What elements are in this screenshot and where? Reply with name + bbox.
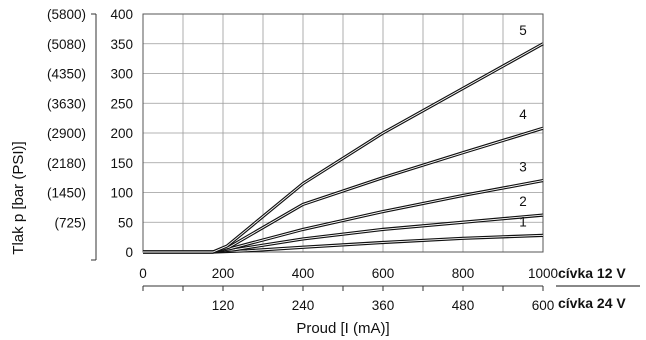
y-tick-label: 300: [110, 67, 133, 82]
psi-tick-label: (3630): [47, 96, 86, 111]
psi-tick-label: (2180): [47, 156, 86, 171]
x-tick-label-12v: 200: [212, 266, 235, 281]
curve-label-1: 1: [519, 214, 527, 229]
y-tick-label: 400: [110, 7, 133, 22]
y-axis-title: Tlak p [bar (PSI)]: [10, 141, 27, 254]
curve-label-2: 2: [519, 194, 527, 209]
psi-axis: (725) (1450) (2180) (2900) (3630) (4350) (5080…: [47, 7, 97, 261]
y-axis-ticks: 0 50 100 150 200 250 300 350 400: [110, 7, 133, 260]
psi-tick-label: (2900): [47, 126, 86, 141]
psi-tick-label: (725): [54, 215, 86, 230]
curve-label-4: 4: [519, 107, 527, 122]
y-tick-label: 0: [125, 245, 133, 260]
x-tick-label-24v: 360: [372, 298, 395, 313]
x-tick-label-24v: 240: [292, 298, 315, 313]
plot-frame: [142, 13, 544, 253]
x-tick-label-12v: 400: [292, 266, 315, 281]
psi-tick-label: (4350): [47, 67, 86, 82]
curves: [143, 42, 544, 254]
y-tick-label: 200: [110, 126, 133, 141]
y-tick-label: 50: [118, 215, 133, 230]
x-axis-24v: 120 240 360 480 600: [142, 285, 555, 313]
curve-labels: 1 2 3 4 5: [519, 23, 527, 230]
curve-label-3: 3: [519, 160, 527, 175]
psi-tick-label: (5800): [47, 7, 86, 22]
y-tick-label: 350: [110, 37, 133, 52]
y-tick-label: 250: [110, 96, 133, 111]
curve-5-highlight: [143, 43, 544, 253]
x-tick-label-12v: 0: [139, 266, 147, 281]
psi-tick-label: (1450): [47, 186, 86, 201]
x-tick-label-24v: 600: [532, 298, 555, 313]
grid: [142, 13, 544, 253]
x-tick-label-12v: 1000: [528, 266, 558, 281]
coil-12v-label: cívka 12 V: [558, 265, 626, 281]
curve-label-5: 5: [519, 23, 527, 38]
x-axis-12v: 0 200 400 600 800 1000: [139, 266, 558, 281]
y-tick-label: 150: [110, 156, 133, 171]
x-tick-label-24v: 120: [212, 298, 235, 313]
y-tick-label: 100: [110, 186, 133, 201]
x-tick-label-12v: 600: [372, 266, 395, 281]
x-tick-label-12v: 800: [452, 266, 475, 281]
coil-24v-label: cívka 24 V: [558, 295, 626, 311]
x-tick-label-24v: 480: [452, 298, 475, 313]
x-axis-title: Proud [I (mA)]: [296, 320, 389, 337]
psi-tick-label: (5080): [47, 37, 86, 52]
